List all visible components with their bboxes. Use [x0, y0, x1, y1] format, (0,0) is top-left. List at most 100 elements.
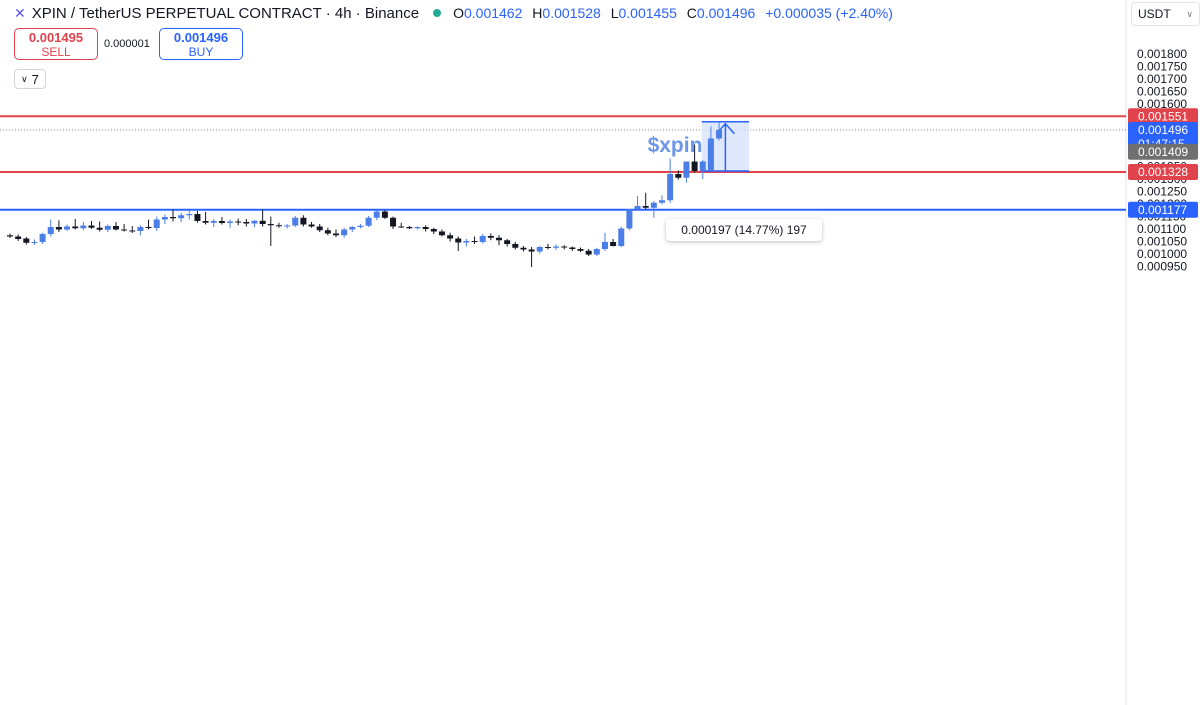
- candle-body: [398, 226, 405, 228]
- candle-body: [137, 227, 144, 231]
- candle-body: [47, 227, 54, 234]
- candle-body: [610, 242, 617, 246]
- y-tick-label: 0.001700: [1137, 72, 1187, 86]
- candle-body: [357, 225, 364, 227]
- level-badge-text: 0.001328: [1138, 165, 1188, 179]
- candle-body: [275, 225, 282, 227]
- candle-body: [463, 241, 470, 243]
- chevron-down-icon: ∨: [1186, 8, 1193, 19]
- y-tick-label: 0.001100: [1137, 222, 1186, 236]
- candle-body: [129, 230, 136, 232]
- candle-body: [430, 229, 437, 232]
- candle-body: [585, 250, 592, 255]
- candle-body: [650, 202, 657, 208]
- indicators-toggle-button[interactable]: ∨ 7: [14, 69, 46, 89]
- candle-body: [667, 174, 674, 201]
- candle-body: [31, 242, 38, 243]
- candle-body: [528, 249, 535, 252]
- candle-body: [471, 241, 478, 242]
- candle-body: [406, 227, 413, 229]
- y-tick-label: 0.000950: [1137, 260, 1187, 274]
- y-tick-label: 0.001600: [1137, 97, 1187, 111]
- candle-body: [112, 226, 119, 230]
- candle-body: [259, 220, 266, 224]
- candle-body: [504, 240, 511, 244]
- candle-body: [80, 225, 87, 229]
- candle-body: [455, 238, 462, 243]
- level-badge-text: 0.001551: [1138, 109, 1188, 123]
- low-value: 0.001455: [618, 5, 677, 21]
- level-badge: [1128, 108, 1198, 125]
- exchange-logo-icon: ✕: [14, 4, 26, 21]
- candle-body: [390, 217, 397, 227]
- y-tick-label: 0.001000: [1137, 247, 1187, 261]
- candle-body: [659, 200, 665, 203]
- marker-price-badge-text: 0.001409: [1138, 145, 1188, 159]
- candle-body: [243, 222, 250, 224]
- y-tick-label: 0.001050: [1137, 235, 1187, 249]
- spread-value: 0.000001: [104, 38, 150, 50]
- measure-label: 0.000197 (14.77%) 197: [666, 219, 822, 241]
- candle-body: [153, 219, 160, 228]
- candle-body: [341, 229, 348, 236]
- candle-body: [365, 217, 372, 226]
- candle-body: [479, 236, 486, 242]
- candle-body: [194, 214, 201, 221]
- candle-body: [96, 227, 103, 230]
- candle-body: [642, 206, 649, 208]
- high-label: H: [532, 5, 543, 21]
- candle-body: [349, 227, 356, 230]
- candle-body: [145, 227, 152, 228]
- candle-body: [553, 246, 560, 248]
- sell-button[interactable]: 0.001495 SELL: [14, 28, 98, 60]
- symbol-title[interactable]: XPIN / TetherUS PERPETUAL CONTRACT · 4h …: [31, 4, 420, 22]
- candle-body: [373, 211, 380, 218]
- candle-body: [23, 238, 30, 243]
- ohlc-readout: O0.001462 H0.001528 L0.001455 C0.001496 …: [453, 5, 893, 21]
- low-label: L: [610, 5, 619, 21]
- candle-body: [593, 249, 600, 255]
- candle-body: [626, 209, 633, 229]
- candle-body: [438, 231, 445, 236]
- candle-body: [316, 226, 323, 231]
- candle-body: [7, 235, 13, 237]
- candle-body: [487, 236, 494, 238]
- candle-body: [15, 236, 22, 239]
- candle-body: [121, 229, 128, 231]
- y-tick-label: 0.001800: [1137, 47, 1187, 61]
- candle-body: [422, 227, 429, 229]
- candle-body: [210, 221, 217, 223]
- candle-body: [104, 226, 111, 230]
- candle-body: [202, 221, 209, 223]
- chevron-down-icon: ∨: [21, 73, 28, 84]
- candle-body: [300, 217, 307, 225]
- close-label: C: [686, 5, 697, 21]
- candle-body: [561, 246, 568, 248]
- candle-body: [601, 242, 608, 249]
- candle-body: [170, 217, 176, 219]
- candle-body: [178, 215, 185, 219]
- last-price-badge-text: 0.001496: [1138, 123, 1188, 137]
- chart-annotation-text[interactable]: $xpin: [647, 134, 703, 157]
- candle-body: [227, 221, 234, 223]
- candle-body: [88, 225, 95, 228]
- buy-button[interactable]: 0.001496 BUY: [159, 28, 243, 60]
- y-tick-label: 0.001650: [1137, 85, 1187, 99]
- candle-body: [64, 226, 71, 230]
- currency-select[interactable]: USDT ∨: [1131, 2, 1200, 26]
- chart-legend: ✕ XPIN / TetherUS PERPETUAL CONTRACT · 4…: [14, 4, 893, 22]
- candle-body: [284, 225, 291, 227]
- y-tick-label: 0.001250: [1137, 185, 1187, 199]
- candle-body: [675, 174, 682, 178]
- candle-body: [39, 234, 46, 242]
- candle-body: [634, 206, 641, 210]
- buy-price: 0.001496: [173, 30, 229, 45]
- candle-body: [618, 228, 625, 246]
- candle-body: [308, 224, 315, 227]
- candle-body: [691, 161, 698, 171]
- close-value: 0.001496: [696, 5, 756, 21]
- level-badge: [1128, 201, 1198, 218]
- sell-price: 0.001495: [28, 30, 84, 45]
- level-badge-text: 0.001177: [1138, 203, 1187, 217]
